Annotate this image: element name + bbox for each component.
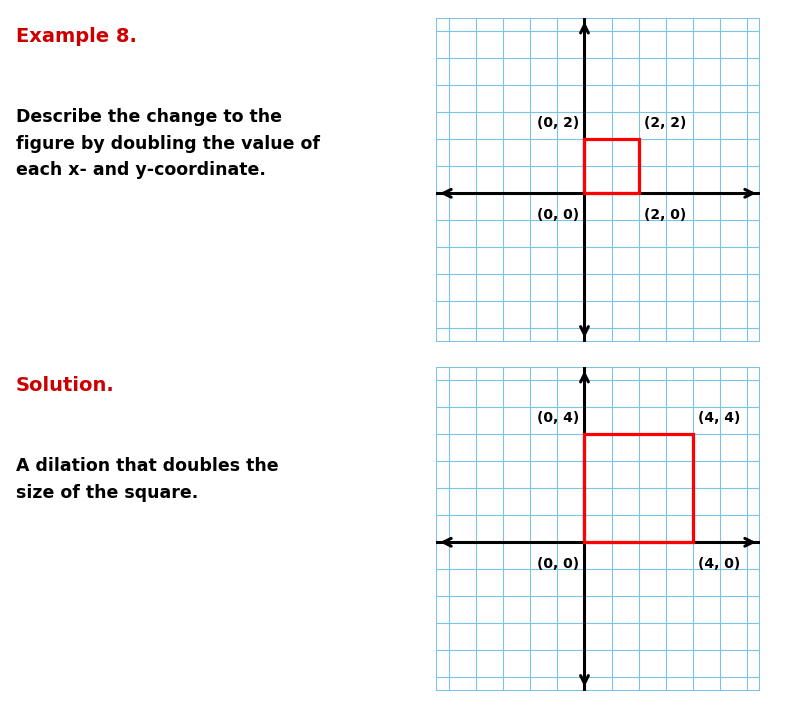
- Bar: [585, 434, 693, 542]
- Text: A dilation that doubles the
size of the square.: A dilation that doubles the size of the …: [16, 458, 278, 502]
- Text: (4, 0): (4, 0): [698, 557, 740, 571]
- Text: (2, 2): (2, 2): [644, 116, 686, 130]
- Text: (2, 0): (2, 0): [644, 208, 686, 222]
- Text: Solution.: Solution.: [16, 376, 114, 396]
- Text: Example 8.: Example 8.: [16, 27, 137, 47]
- Text: (0, 4): (0, 4): [537, 411, 579, 424]
- Text: (0, 0): (0, 0): [537, 208, 579, 222]
- Text: (0, 0): (0, 0): [537, 557, 579, 571]
- Bar: [585, 139, 638, 193]
- Text: (0, 2): (0, 2): [537, 116, 579, 130]
- Text: (4, 4): (4, 4): [698, 411, 740, 424]
- Text: Describe the change to the
figure by doubling the value of
each x- and y-coordin: Describe the change to the figure by dou…: [16, 109, 320, 179]
